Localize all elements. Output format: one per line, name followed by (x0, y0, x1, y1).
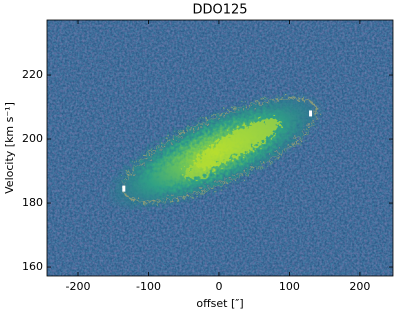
x-tick-label: -200 (66, 280, 91, 293)
y-tick-label: 220 (22, 68, 43, 81)
x-tick-label: 0 (215, 280, 222, 293)
y-tick-label: 200 (22, 132, 43, 145)
y-axis-label: Velocity [km s⁻¹] (3, 102, 16, 194)
plot-frame (46, 19, 394, 277)
marker (309, 110, 313, 117)
y-tick-label: 180 (22, 196, 43, 209)
x-tick-label: 100 (279, 280, 300, 293)
chart-title: DDO125 (192, 3, 247, 18)
y-tick-label: 160 (22, 260, 43, 273)
x-tick-label: 200 (349, 280, 370, 293)
x-tick-label: -100 (136, 280, 161, 293)
x-axis-label: offset [″] (196, 297, 243, 310)
pv-image (47, 20, 393, 276)
marker (122, 185, 126, 192)
